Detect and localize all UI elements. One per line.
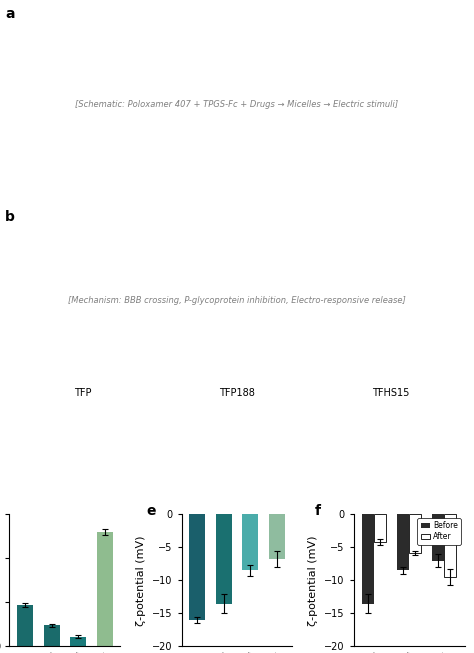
- Text: [Mechanism: BBB crossing, P-glycoprotein inhibition, Electro-responsive release]: [Mechanism: BBB crossing, P-glycoprotein…: [68, 296, 406, 305]
- Bar: [44, 626, 60, 646]
- Bar: [362, 515, 374, 603]
- Text: [Schematic: Poloxamer 407 + TPGS-Fc + Drugs → Micelles → Electric stimuli]: [Schematic: Poloxamer 407 + TPGS-Fc + Dr…: [75, 100, 399, 109]
- Title: TFP: TFP: [74, 388, 91, 398]
- Title: TFP188: TFP188: [219, 388, 255, 398]
- Text: f: f: [315, 503, 321, 518]
- Text: 100 nm: 100 nm: [106, 486, 133, 492]
- Bar: [444, 515, 456, 577]
- Bar: [397, 515, 409, 571]
- Bar: [216, 515, 232, 603]
- Y-axis label: ζ-potential (mV): ζ-potential (mV): [309, 535, 319, 626]
- Bar: [409, 515, 421, 552]
- Text: b: b: [5, 210, 15, 224]
- Text: 100 nm: 100 nm: [260, 486, 287, 492]
- Bar: [18, 605, 33, 646]
- Bar: [269, 515, 284, 559]
- Text: a: a: [5, 7, 14, 20]
- Legend: Before, After: Before, After: [418, 518, 461, 545]
- Bar: [242, 515, 258, 571]
- Bar: [97, 532, 112, 646]
- Bar: [190, 515, 205, 620]
- Bar: [70, 637, 86, 646]
- Bar: [374, 515, 386, 542]
- Y-axis label: ζ-potential (mV): ζ-potential (mV): [137, 535, 146, 626]
- Title: TFHS15: TFHS15: [373, 388, 410, 398]
- Text: e: e: [146, 503, 155, 518]
- Text: 100 nm: 100 nm: [414, 486, 441, 492]
- Bar: [431, 515, 444, 560]
